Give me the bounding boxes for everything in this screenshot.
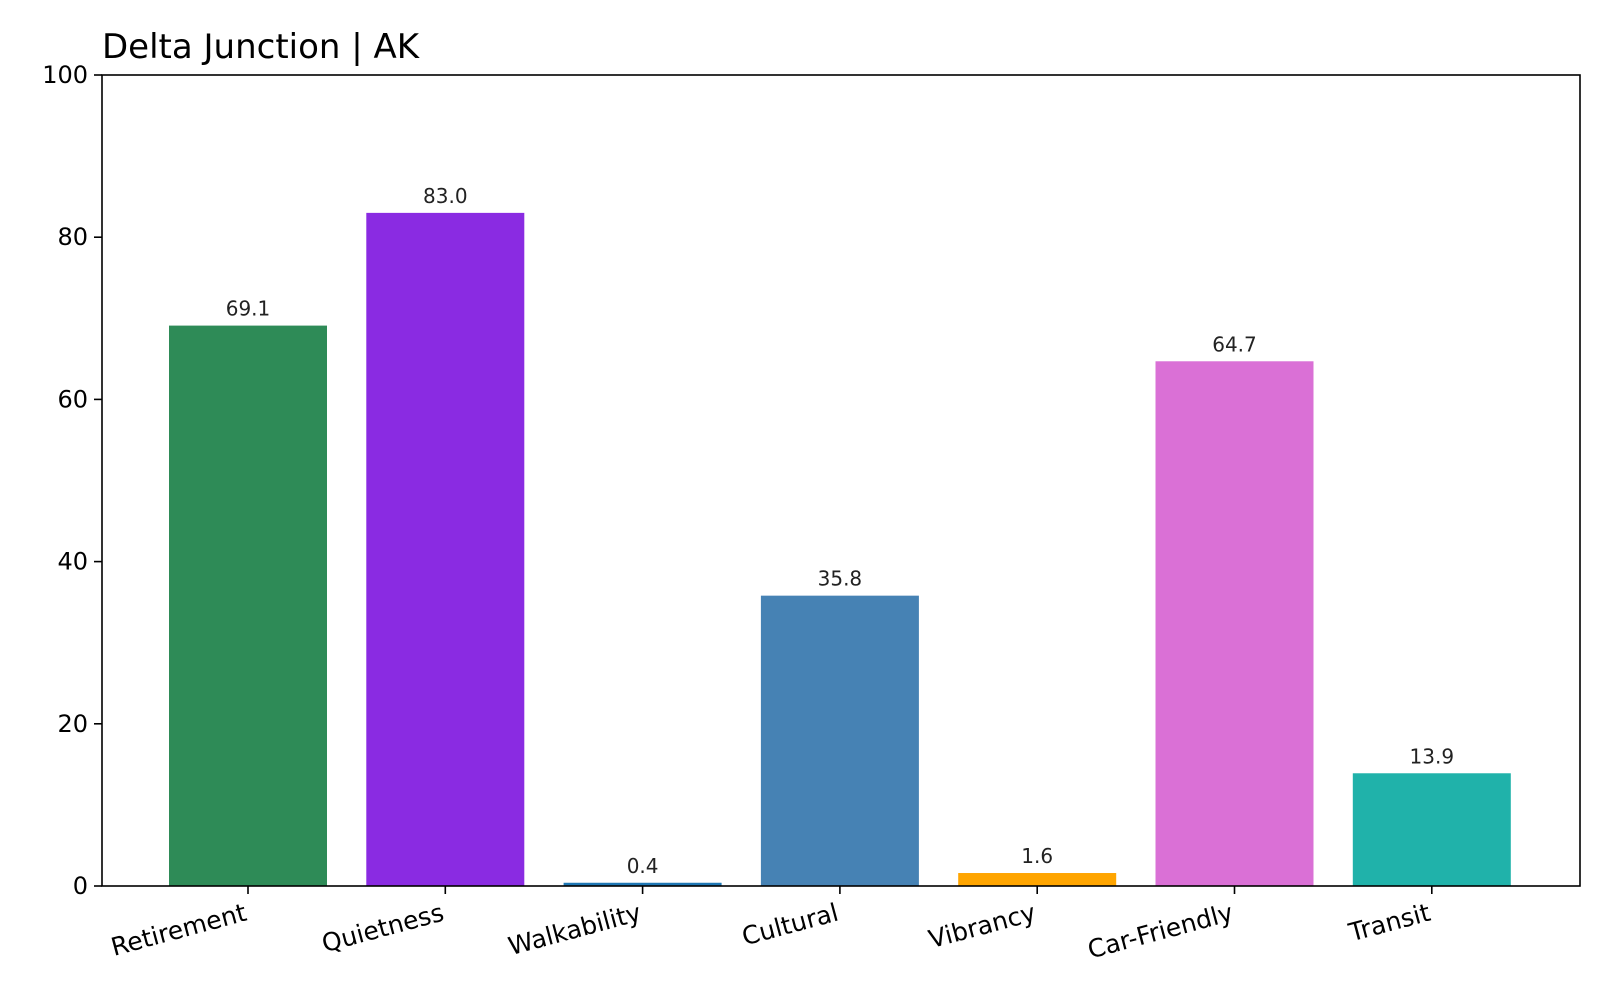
- x-tick-label: Retirement: [108, 898, 250, 962]
- bar-value-label: 35.8: [818, 567, 863, 591]
- y-tick-label: 100: [42, 61, 88, 89]
- y-tick-label: 40: [57, 548, 88, 576]
- bar-value-label: 13.9: [1410, 744, 1455, 768]
- y-axis: 0 20 40 60 80 100: [42, 61, 102, 900]
- bar-value-label: 69.1: [226, 297, 271, 321]
- bar-cultural: [760, 595, 919, 886]
- bars-layer: 69.1 83.0 0.4 35.8 1.6 64.7 13.9: [169, 184, 1511, 887]
- x-tick-label: Quietness: [319, 898, 447, 958]
- plot-frame: [101, 74, 1581, 887]
- bar-value-label: 1.6: [1021, 844, 1053, 868]
- x-tick-label: Transit: [1345, 898, 1434, 948]
- y-tick-label: 20: [57, 710, 88, 738]
- bar-transit: [1352, 773, 1511, 886]
- y-tick-label: 0: [73, 872, 88, 900]
- x-tick-label: Vibrancy: [926, 898, 1039, 954]
- bar-quietness: [366, 212, 525, 886]
- bar-walkability: [563, 882, 722, 886]
- bar-value-label: 64.7: [1212, 332, 1257, 356]
- y-tick-label: 80: [57, 223, 88, 251]
- x-axis: Retirement Quietness Walkability Cultural Vi…: [108, 886, 1434, 964]
- bar-retirement: [169, 325, 327, 886]
- bar-value-label: 83.0: [423, 184, 468, 208]
- bar-car-friendly: [1155, 361, 1314, 887]
- y-tick-label: 60: [57, 385, 88, 413]
- bar-vibrancy: [958, 873, 1117, 886]
- x-tick-label: Cultural: [739, 898, 842, 951]
- bar-value-label: 0.4: [627, 854, 659, 878]
- chart-title: Delta Junction | AK: [102, 27, 421, 67]
- x-tick-label: Car-Friendly: [1085, 898, 1237, 965]
- x-tick-label: Walkability: [505, 898, 644, 961]
